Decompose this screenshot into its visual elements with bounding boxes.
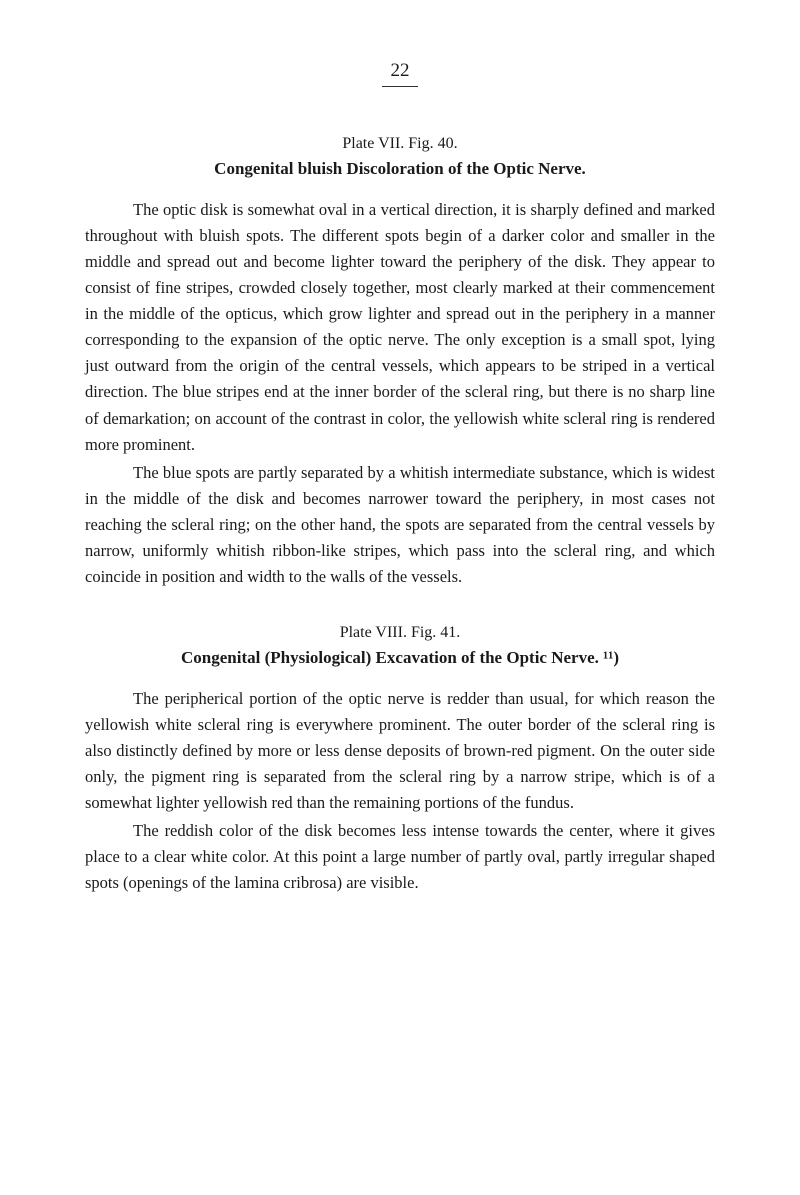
- page-number-underline: [382, 86, 418, 87]
- paragraph: The blue spots are partly separated by a…: [85, 460, 715, 590]
- paragraph: The optic disk is somewhat oval in a ver…: [85, 197, 715, 458]
- paragraph: The reddish color of the disk becomes le…: [85, 818, 715, 896]
- page-number: 22: [85, 60, 715, 82]
- section-title-2: Congenital (Physiological) Excavation of…: [85, 648, 715, 668]
- paragraph: The peripherical portion of the optic ne…: [85, 686, 715, 816]
- plate-line-2: Plate VIII. Fig. 41.: [85, 624, 715, 642]
- section-title-1: Congenital bluish Discoloration of the O…: [85, 159, 715, 179]
- plate-line-1: Plate VII. Fig. 40.: [85, 135, 715, 153]
